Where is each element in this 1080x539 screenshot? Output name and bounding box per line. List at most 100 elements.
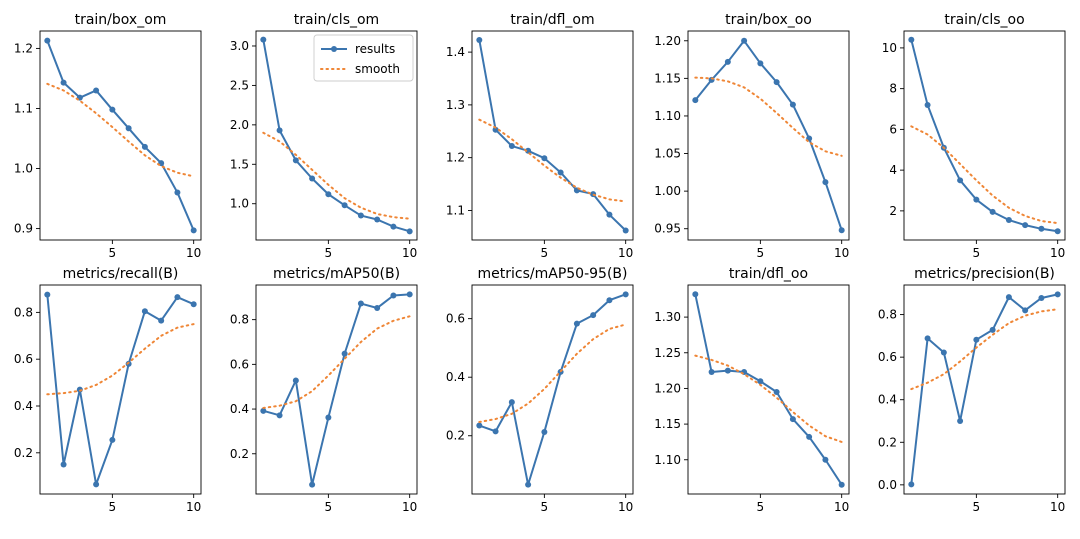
axes-frame	[255, 30, 418, 241]
data-point-results	[141, 308, 148, 315]
data-point-results	[573, 320, 580, 327]
data-point-results	[557, 169, 564, 176]
y-tick-label: 0.6	[14, 352, 33, 366]
data-point-results	[838, 481, 845, 488]
data-point-results	[757, 378, 764, 385]
series-line-results	[694, 294, 843, 486]
y-tick-label: 1.3	[446, 98, 465, 112]
y-tick-label: 0.4	[14, 399, 33, 413]
series-line-results	[478, 293, 627, 486]
x-tick-label: 10	[834, 246, 849, 260]
data-point-results	[606, 211, 613, 218]
data-point-results	[341, 202, 348, 209]
y-tick-label: 1.00	[654, 184, 681, 198]
y-tick-label: 1.10	[654, 453, 681, 467]
y-tick-label: 1.1	[446, 203, 465, 217]
y-tick-label: 1.2	[446, 151, 465, 165]
y-tick-label: 0.4	[446, 370, 465, 384]
series-line-results	[910, 293, 1058, 485]
series-line-results	[263, 293, 410, 486]
axes-frame	[687, 284, 850, 495]
data-point-results	[708, 369, 715, 376]
data-point-results	[93, 87, 100, 94]
series-line-smooth	[478, 323, 627, 423]
data-point-results	[476, 422, 483, 429]
series-line-results	[478, 39, 627, 232]
x-tick-label: 10	[1050, 500, 1065, 514]
data-point-results	[174, 189, 181, 196]
data-point-results	[741, 37, 748, 44]
data-point-results	[1054, 291, 1061, 298]
x-tick-label: 5	[325, 246, 333, 260]
series-line-smooth	[46, 323, 195, 396]
data-point-results	[822, 179, 829, 186]
data-point-results	[957, 177, 964, 184]
y-tick-label: 0.2	[446, 429, 465, 443]
data-point-results	[806, 433, 813, 440]
data-point-results	[908, 36, 915, 43]
y-tick-label: 2.0	[230, 118, 249, 132]
x-tick-label: 5	[109, 246, 117, 260]
x-tick-label: 10	[834, 500, 849, 514]
plot-title: metrics/mAP50-95(B)	[478, 266, 628, 282]
data-point-results	[822, 456, 829, 463]
series-line-results	[910, 39, 1058, 233]
data-point-results	[44, 291, 51, 298]
data-point-results	[109, 436, 116, 443]
series-line-results	[262, 39, 410, 233]
data-point-results	[692, 97, 699, 104]
data-point-results	[276, 127, 283, 134]
subplot-train-box-oo: train/box_oo 5 10 0.95 1.00 1.05 1.10 1.15 1.20	[654, 12, 850, 260]
data-point-results	[541, 428, 548, 435]
series-line-smooth	[46, 82, 195, 178]
plot-title: train/box_om	[75, 12, 167, 28]
series-line-results	[46, 40, 195, 231]
data-point-results	[940, 349, 947, 356]
data-point-results	[508, 399, 515, 406]
y-tick-label: 0.6	[446, 312, 465, 326]
subplot-metrics-map50-95-b: metrics/mAP50-95(B) 5 10 0.2 0.4 0.6	[446, 266, 634, 514]
data-point-results	[309, 175, 316, 182]
data-point-results	[492, 428, 499, 435]
x-tick-label: 10	[618, 500, 633, 514]
data-point-results	[109, 106, 116, 113]
data-point-results	[390, 223, 397, 230]
data-point-results	[44, 37, 51, 44]
series-line-smooth	[910, 308, 1059, 391]
x-tick-label: 5	[541, 246, 549, 260]
subplot-train-cls-om: train/cls_om 5 10 1.0 1.5 2.0 2.5 3.0 results smo…	[230, 12, 418, 260]
plot-title: train/dfl_om	[510, 12, 594, 28]
data-point-results	[190, 301, 197, 308]
data-point-results	[325, 414, 332, 421]
y-tick-label: 1.1	[14, 101, 33, 115]
subplot-train-dfl-oo: train/dfl_oo 5 10 1.10 1.15 1.20 1.25 1.30	[654, 266, 850, 514]
subplot-metrics-recall-b: metrics/recall(B) 5 10 0.2 0.4 0.6 0.8	[14, 266, 202, 514]
data-point-results	[541, 155, 548, 162]
y-tick-label: 0.8	[230, 313, 249, 327]
data-point-results	[789, 416, 796, 423]
legend-label-results: results	[355, 42, 395, 56]
data-point-results	[622, 291, 629, 298]
data-point-results	[276, 412, 283, 419]
data-point-results	[260, 407, 267, 414]
x-tick-label: 10	[186, 500, 201, 514]
data-point-results	[390, 292, 397, 299]
y-tick-label: 1.10	[654, 109, 681, 123]
data-point-results	[789, 101, 796, 108]
data-point-results	[1038, 294, 1045, 301]
data-point-results	[190, 227, 197, 234]
plot-title: train/dfl_oo	[729, 266, 808, 282]
axes-frame	[39, 284, 202, 495]
data-point-results	[908, 481, 915, 488]
axes-frame	[903, 284, 1066, 495]
y-tick-label: 0.6	[230, 357, 249, 371]
x-tick-label: 5	[757, 500, 765, 514]
x-tick-label: 5	[973, 246, 981, 260]
subplot-train-box-om: train/box_om 5 10 0.9 1.0 1.1 1.2	[14, 12, 202, 260]
axes-frame	[255, 284, 418, 495]
data-point-results	[357, 300, 364, 307]
plot-title: metrics/precision(B)	[914, 266, 1055, 282]
y-tick-label: 1.20	[654, 381, 681, 395]
data-point-results	[1022, 222, 1029, 229]
y-tick-label: 3.0	[230, 39, 249, 53]
